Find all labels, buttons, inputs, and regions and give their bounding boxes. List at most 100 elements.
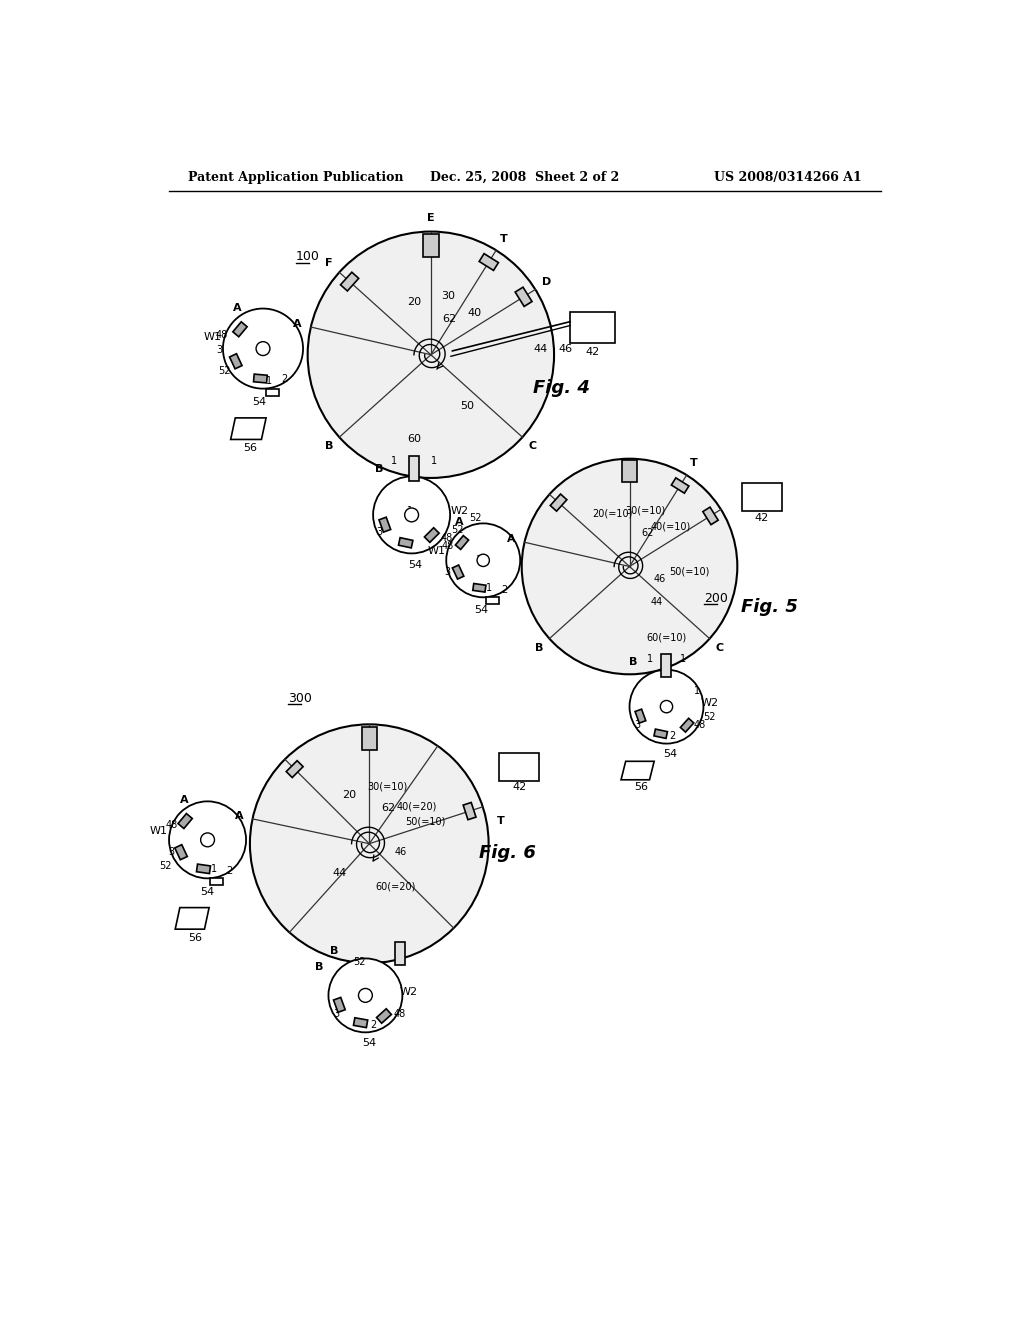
Text: 46: 46 [653,574,666,583]
Text: 48: 48 [165,820,177,830]
Text: 52: 52 [703,713,716,722]
Circle shape [223,309,303,388]
Text: B: B [331,945,339,956]
FancyBboxPatch shape [570,313,614,343]
Text: 62: 62 [641,528,653,537]
Circle shape [169,801,246,878]
Text: 20: 20 [343,791,356,800]
Text: 44: 44 [534,343,547,354]
Text: 44: 44 [333,869,347,878]
Text: 1: 1 [407,506,413,516]
Text: 52: 52 [159,861,171,871]
Text: E: E [427,213,434,223]
Text: 10: 10 [256,343,270,354]
Polygon shape [463,803,476,820]
Text: B: B [629,657,638,667]
Text: 62: 62 [381,804,395,813]
Text: Fig. 6: Fig. 6 [479,843,537,862]
Text: A: A [234,810,244,821]
Polygon shape [361,726,377,750]
Circle shape [446,524,520,598]
Circle shape [404,508,419,521]
Text: US 2008/0314266 A1: US 2008/0314266 A1 [715,172,862,185]
Polygon shape [621,762,654,780]
Text: 52: 52 [353,957,366,968]
Text: 60(=20): 60(=20) [376,882,416,891]
Circle shape [630,669,703,743]
FancyBboxPatch shape [500,752,540,780]
Text: D: D [543,277,552,288]
Text: W1: W1 [150,825,167,836]
Text: 3: 3 [168,847,174,857]
Text: 2: 2 [370,1019,376,1030]
Text: 46: 46 [558,345,572,354]
Polygon shape [622,461,637,482]
Text: 44: 44 [651,597,664,607]
Text: T: T [500,234,507,243]
Polygon shape [197,865,211,874]
Polygon shape [353,1018,368,1027]
Polygon shape [654,729,668,738]
Text: 10: 10 [201,834,215,845]
Text: 2: 2 [502,585,508,594]
Text: 1: 1 [646,653,652,664]
Text: 20: 20 [407,297,421,308]
Text: W1: W1 [203,333,221,342]
Polygon shape [230,418,266,440]
Text: 1: 1 [486,583,493,593]
Polygon shape [424,528,439,543]
Polygon shape [398,537,413,548]
Text: 52: 52 [452,524,464,535]
Polygon shape [175,908,209,929]
Text: 54: 54 [252,397,266,408]
Polygon shape [550,494,567,511]
Text: 42: 42 [586,347,600,358]
Text: 48: 48 [440,533,453,543]
Text: 60: 60 [407,434,421,445]
Polygon shape [456,536,469,549]
Text: A: A [456,517,464,528]
Polygon shape [377,1008,391,1023]
Circle shape [477,554,489,566]
Text: Fig. 5: Fig. 5 [741,598,798,615]
Text: B: B [375,463,383,474]
Circle shape [358,989,373,1002]
Text: 30(=10): 30(=10) [626,506,666,516]
Polygon shape [175,845,187,859]
Text: Fig. 4: Fig. 4 [534,379,590,397]
Text: 1: 1 [680,653,686,664]
Text: Patent Application Publication: Patent Application Publication [188,172,403,185]
Text: 100: 100 [296,251,319,264]
Polygon shape [232,322,247,337]
Text: W2: W2 [700,698,719,708]
Text: W2: W2 [399,986,418,997]
Text: 30(=10): 30(=10) [368,781,408,792]
Text: 54: 54 [201,887,215,898]
Text: 3: 3 [376,527,382,537]
Text: 300: 300 [289,693,312,705]
Text: 1: 1 [211,865,217,874]
Text: 3: 3 [444,568,451,577]
Text: B: B [535,643,544,653]
Circle shape [201,833,214,847]
Text: 40: 40 [467,308,481,318]
Polygon shape [210,878,223,886]
Text: 2: 2 [402,539,409,549]
Text: 48: 48 [441,541,454,552]
Circle shape [256,342,270,355]
Polygon shape [680,718,694,733]
Text: 1: 1 [266,376,272,385]
Circle shape [250,725,488,964]
Polygon shape [662,653,672,677]
FancyBboxPatch shape [742,483,782,511]
Polygon shape [423,234,438,257]
Circle shape [660,701,673,713]
Text: 50(=10): 50(=10) [404,816,445,826]
Text: 1: 1 [431,455,437,466]
Polygon shape [178,813,193,829]
Polygon shape [479,253,499,271]
Text: B: B [315,962,324,973]
Polygon shape [635,709,646,723]
Text: 42: 42 [755,513,769,523]
Text: 48: 48 [394,1008,407,1019]
